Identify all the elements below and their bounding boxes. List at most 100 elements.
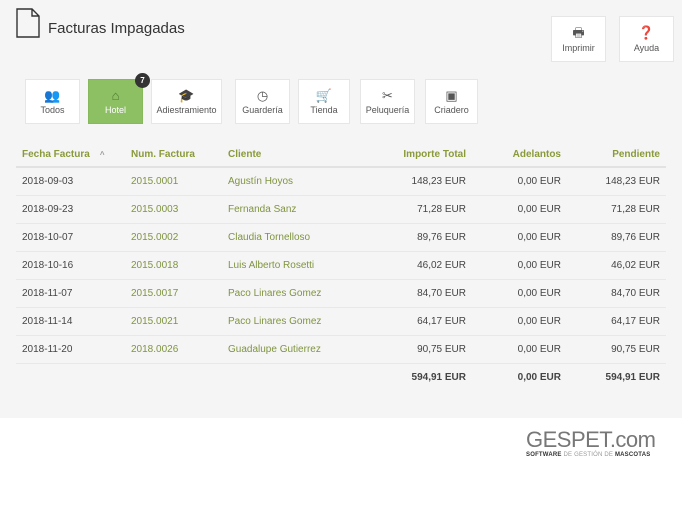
invoice-number-link[interactable]: 2018.0026 — [125, 335, 222, 364]
header-label: Pendiente — [612, 149, 660, 160]
total-cell: 64,17 EUR — [372, 307, 472, 336]
column-header[interactable]: Adelantos — [472, 143, 567, 168]
category-label: Hotel — [104, 105, 126, 115]
pending-cell: 90,75 EUR — [567, 335, 666, 364]
header-label: Adelantos — [512, 149, 561, 160]
logo-tagline-a: SOFTWARE — [526, 452, 562, 458]
advance-cell: 0,00 EUR — [472, 223, 567, 252]
printer-icon: 🖶 — [572, 25, 585, 40]
clock-icon: ◷ — [256, 88, 269, 103]
header-label: Fecha Factura — [22, 149, 90, 160]
client-link[interactable]: Paco Linares Gomez — [222, 307, 372, 336]
category-label: Peluquería — [365, 105, 410, 115]
totals-row: 594,91 EUR 0,00 EUR 594,91 EUR — [16, 363, 666, 391]
table-row[interactable]: 2018-09-03 2015.0001 Agustín Hoyos 148,23 E… — [16, 167, 666, 196]
print-button[interactable]: 🖶 Imprimir — [551, 16, 606, 62]
invoice-number-link[interactable]: 2015.0018 — [125, 251, 222, 280]
logo-tagline-c: MASCOTAS — [614, 452, 651, 458]
table-row[interactable]: 2018-11-14 2015.0021 Paco Linares Gomez 64,… — [16, 307, 666, 336]
column-header[interactable]: Cliente — [222, 143, 372, 168]
scissors-icon: ✂ — [382, 88, 393, 103]
logo-suffix: .com — [609, 427, 656, 452]
total-value: 594,91 EUR — [411, 371, 466, 383]
pending-cell: 89,76 EUR — [567, 223, 666, 252]
column-header[interactable]: Num. Factura — [125, 143, 222, 168]
date-cell: 2018-09-03 — [16, 167, 125, 196]
table-row[interactable]: 2018-11-07 2015.0017 Paco Linares Gomez 84,… — [16, 279, 666, 308]
invoice-number-link[interactable]: 2015.0021 — [125, 307, 222, 336]
empty-cell — [125, 363, 222, 391]
total-cell: 148,23 EUR — [372, 167, 472, 196]
category-label: Guardería — [242, 105, 283, 115]
category-adiestramiento[interactable]: 🎓 Adiestramiento — [151, 79, 222, 124]
header-label: Cliente — [228, 149, 262, 160]
category-guarderia[interactable]: ◷ Guardería — [235, 79, 290, 124]
invoice-number-link[interactable]: 2015.0001 — [125, 167, 222, 196]
date-cell: 2018-10-16 — [16, 251, 125, 280]
total-cell: 71,28 EUR — [372, 195, 472, 224]
empty-cell — [16, 363, 125, 391]
logo-tagline-b: DE GESTIÓN DE — [561, 452, 615, 458]
pending-cell: 64,17 EUR — [567, 307, 666, 336]
total-cell: 90,75 EUR — [372, 335, 472, 364]
count-badge: 7 — [135, 73, 150, 88]
client-link[interactable]: Luis Alberto Rosetti — [222, 251, 372, 280]
category-todos[interactable]: 👥 Todos — [25, 79, 80, 124]
header-label: Importe Total — [403, 149, 466, 160]
question-icon: ❓ — [638, 25, 655, 40]
total-cell: 84,70 EUR — [372, 279, 472, 308]
cart-icon: 🛒 — [315, 88, 333, 103]
advance-cell: 0,00 EUR — [472, 279, 567, 308]
dog-icon: ▣ — [445, 88, 458, 103]
category-peluqueria[interactable]: ✂ Peluquería — [360, 79, 415, 124]
empty-cell — [222, 363, 372, 391]
invoice-number-link[interactable]: 2015.0017 — [125, 279, 222, 308]
date-cell: 2018-09-23 — [16, 195, 125, 224]
pending-cell: 84,70 EUR — [567, 279, 666, 308]
category-label: Todos — [40, 105, 65, 115]
client-link[interactable]: Claudia Tornelloso — [222, 223, 372, 252]
total-value: 594,91 EUR — [605, 371, 660, 383]
client-link[interactable]: Paco Linares Gomez — [222, 279, 372, 308]
date-cell: 2018-11-07 — [16, 279, 125, 308]
users-icon: 👥 — [44, 88, 61, 103]
help-label: Ayuda — [633, 43, 660, 53]
column-header[interactable]: Fecha Factura ^ — [16, 143, 125, 168]
print-label: Imprimir — [562, 43, 595, 53]
total-cell: 46,02 EUR — [372, 251, 472, 280]
category-criadero[interactable]: ▣ Criadero — [425, 79, 478, 124]
client-link[interactable]: Guadalupe Gutierrez — [222, 335, 372, 364]
client-link[interactable]: Fernanda Sanz — [222, 195, 372, 224]
advance-cell: 0,00 EUR — [472, 195, 567, 224]
graduation-cap-icon: 🎓 — [178, 88, 195, 103]
logo-main: GESPET — [526, 427, 610, 452]
help-button[interactable]: ❓ Ayuda — [619, 16, 674, 62]
client-link[interactable]: Agustín Hoyos — [222, 167, 372, 196]
category-label: Adiestramiento — [156, 105, 217, 115]
pending-cell: 46,02 EUR — [567, 251, 666, 280]
advance-cell: 0,00 EUR — [472, 167, 567, 196]
table-row[interactable]: 2018-09-23 2015.0003 Fernanda Sanz 71,28 EU… — [16, 195, 666, 224]
pending-cell: 71,28 EUR — [567, 195, 666, 224]
total-cell: 89,76 EUR — [372, 223, 472, 252]
date-cell: 2018-11-20 — [16, 335, 125, 364]
invoice-number-link[interactable]: 2015.0003 — [125, 195, 222, 224]
category-hotel[interactable]: ⌂ Hotel — [88, 79, 143, 124]
invoice-number-link[interactable]: 2015.0002 — [125, 223, 222, 252]
page-title: Facturas Impagadas — [48, 20, 185, 37]
document-icon — [16, 8, 40, 38]
gespet-logo: GESPET.com SOFTWARE DE GESTIÓN DE MASCOT… — [526, 427, 656, 459]
date-cell: 2018-10-07 — [16, 223, 125, 252]
invoices-table: Fecha Factura ^ Num. Factura Cliente Importe… — [16, 143, 666, 391]
home-icon: ⌂ — [111, 88, 120, 103]
sort-asc-icon[interactable]: ^ — [99, 150, 105, 159]
table-row[interactable]: 2018-10-16 2015.0018 Luis Alberto Rosetti 4… — [16, 251, 666, 280]
table-row[interactable]: 2018-10-07 2015.0002 Claudia Tornelloso 89,… — [16, 223, 666, 252]
advance-cell: 0,00 EUR — [472, 335, 567, 364]
table-row[interactable]: 2018-11-20 2018.0026 Guadalupe Gutierrez 90… — [16, 335, 666, 364]
header-label: Num. Factura — [131, 149, 195, 160]
category-tienda[interactable]: 🛒 Tienda — [298, 79, 350, 124]
column-header[interactable]: Importe Total — [372, 143, 472, 168]
column-header[interactable]: Pendiente — [567, 143, 666, 168]
advance-cell: 0,00 EUR — [472, 251, 567, 280]
